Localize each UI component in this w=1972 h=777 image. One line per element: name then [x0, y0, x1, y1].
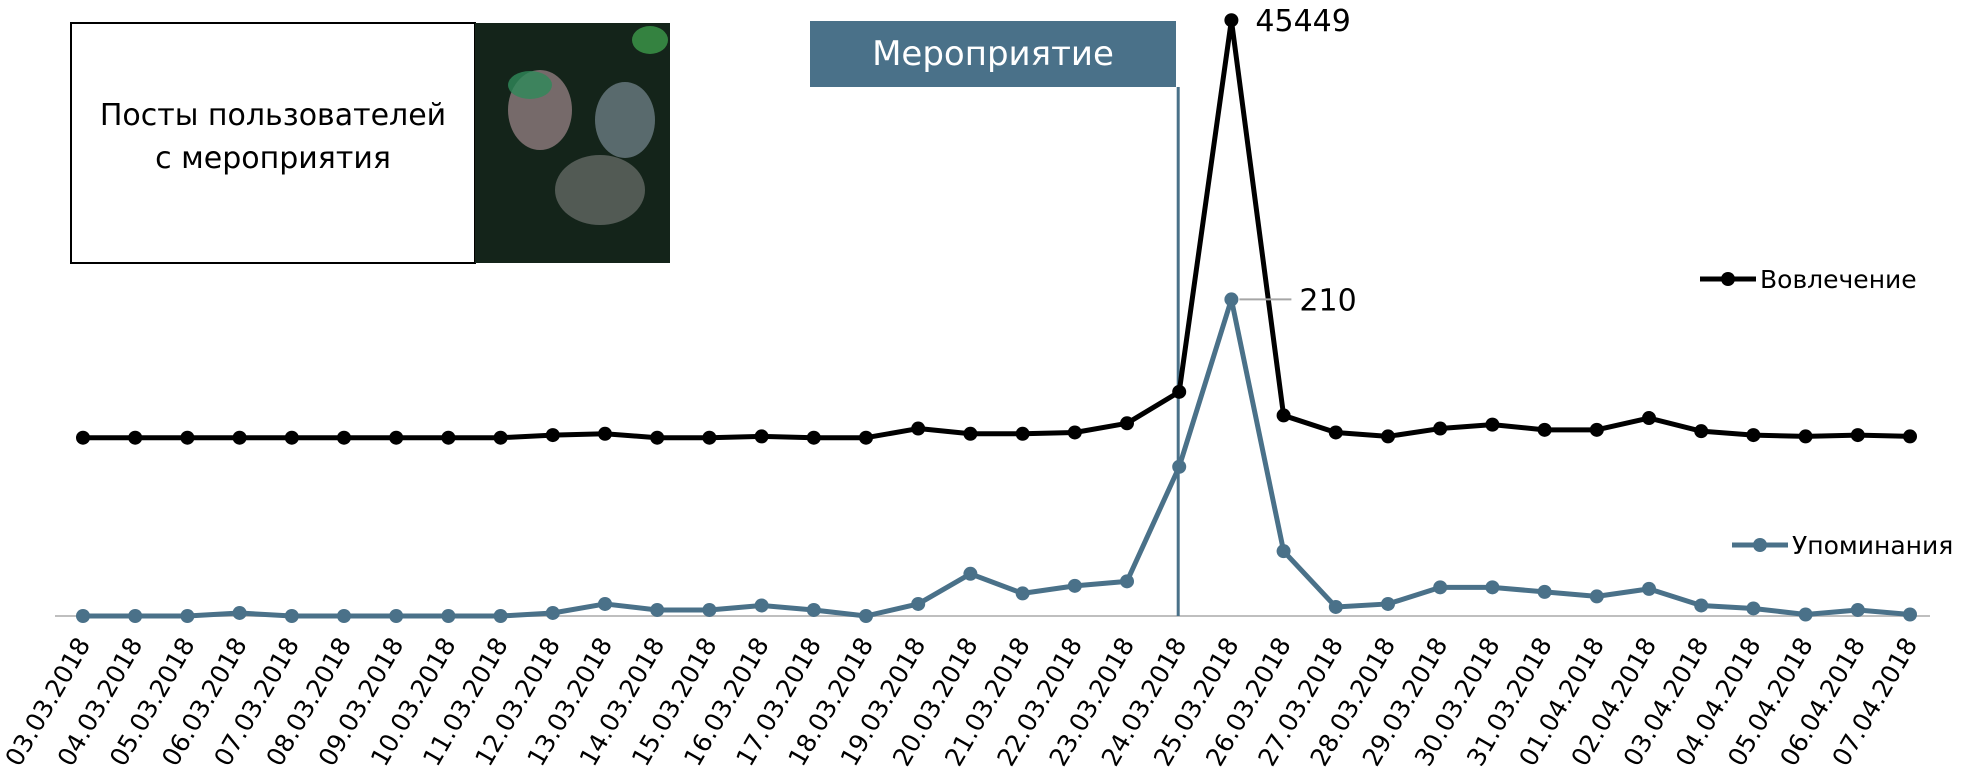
point	[389, 609, 403, 623]
point	[494, 609, 508, 623]
point	[1016, 586, 1030, 600]
legend-marker	[1721, 272, 1735, 286]
point	[650, 603, 664, 617]
point	[441, 609, 455, 623]
data-label: 45449	[1255, 4, 1350, 39]
legend-label: Вовлечение	[1760, 265, 1917, 294]
page: {"chart_data": {"type": "line", "categor…	[0, 0, 1972, 777]
point	[963, 427, 977, 441]
legend-marker	[1753, 538, 1767, 552]
data-label: 210	[1299, 283, 1356, 318]
point	[859, 609, 873, 623]
point	[598, 597, 612, 611]
point	[807, 431, 821, 445]
point	[911, 597, 925, 611]
point	[963, 567, 977, 581]
point	[755, 598, 769, 612]
point	[1329, 600, 1343, 614]
point	[1277, 408, 1291, 422]
point	[1277, 544, 1291, 558]
point	[1694, 424, 1708, 438]
point	[76, 431, 90, 445]
point	[702, 603, 716, 617]
point	[859, 431, 873, 445]
point	[1224, 292, 1238, 306]
point	[1224, 13, 1238, 27]
point	[1694, 598, 1708, 612]
point	[1120, 416, 1134, 430]
point	[285, 431, 299, 445]
point	[911, 422, 925, 436]
point	[1329, 425, 1343, 439]
point	[546, 606, 560, 620]
legend-label: Упоминания	[1792, 531, 1953, 560]
point	[807, 603, 821, 617]
point	[233, 431, 247, 445]
point	[441, 431, 455, 445]
point	[1485, 580, 1499, 594]
point	[1538, 585, 1552, 599]
point	[1799, 607, 1813, 621]
point	[1746, 601, 1760, 615]
point	[1590, 589, 1604, 603]
point	[755, 429, 769, 443]
point	[128, 431, 142, 445]
point	[389, 431, 403, 445]
point	[1642, 582, 1656, 596]
event-label: Мероприятие	[872, 34, 1114, 74]
point	[1590, 423, 1604, 437]
series-line	[83, 299, 1910, 616]
point	[337, 431, 351, 445]
point	[1068, 579, 1082, 593]
photo	[475, 23, 670, 263]
point	[546, 428, 560, 442]
point	[1642, 411, 1656, 425]
point	[1485, 418, 1499, 432]
point	[1068, 425, 1082, 439]
point	[1746, 428, 1760, 442]
point	[1433, 422, 1447, 436]
point	[1016, 427, 1030, 441]
point	[1172, 460, 1186, 474]
posts-text: Посты пользователей	[100, 98, 446, 133]
point	[1851, 428, 1865, 442]
point	[1120, 574, 1134, 588]
point	[285, 609, 299, 623]
point	[337, 609, 351, 623]
chart: Посты пользователей с мероприятия Меропр…	[0, 0, 1972, 777]
point	[1381, 429, 1395, 443]
point	[1903, 429, 1917, 443]
point	[1799, 429, 1813, 443]
point	[128, 609, 142, 623]
point	[1172, 385, 1186, 399]
point	[1851, 603, 1865, 617]
point	[1433, 580, 1447, 594]
point	[76, 609, 90, 623]
point	[1538, 423, 1552, 437]
point	[180, 431, 194, 445]
point	[1903, 607, 1917, 621]
point	[180, 609, 194, 623]
point	[494, 431, 508, 445]
posts-text: с мероприятия	[155, 141, 391, 176]
point	[650, 431, 664, 445]
point	[1381, 597, 1395, 611]
point	[702, 431, 716, 445]
point	[233, 606, 247, 620]
point	[598, 427, 612, 441]
